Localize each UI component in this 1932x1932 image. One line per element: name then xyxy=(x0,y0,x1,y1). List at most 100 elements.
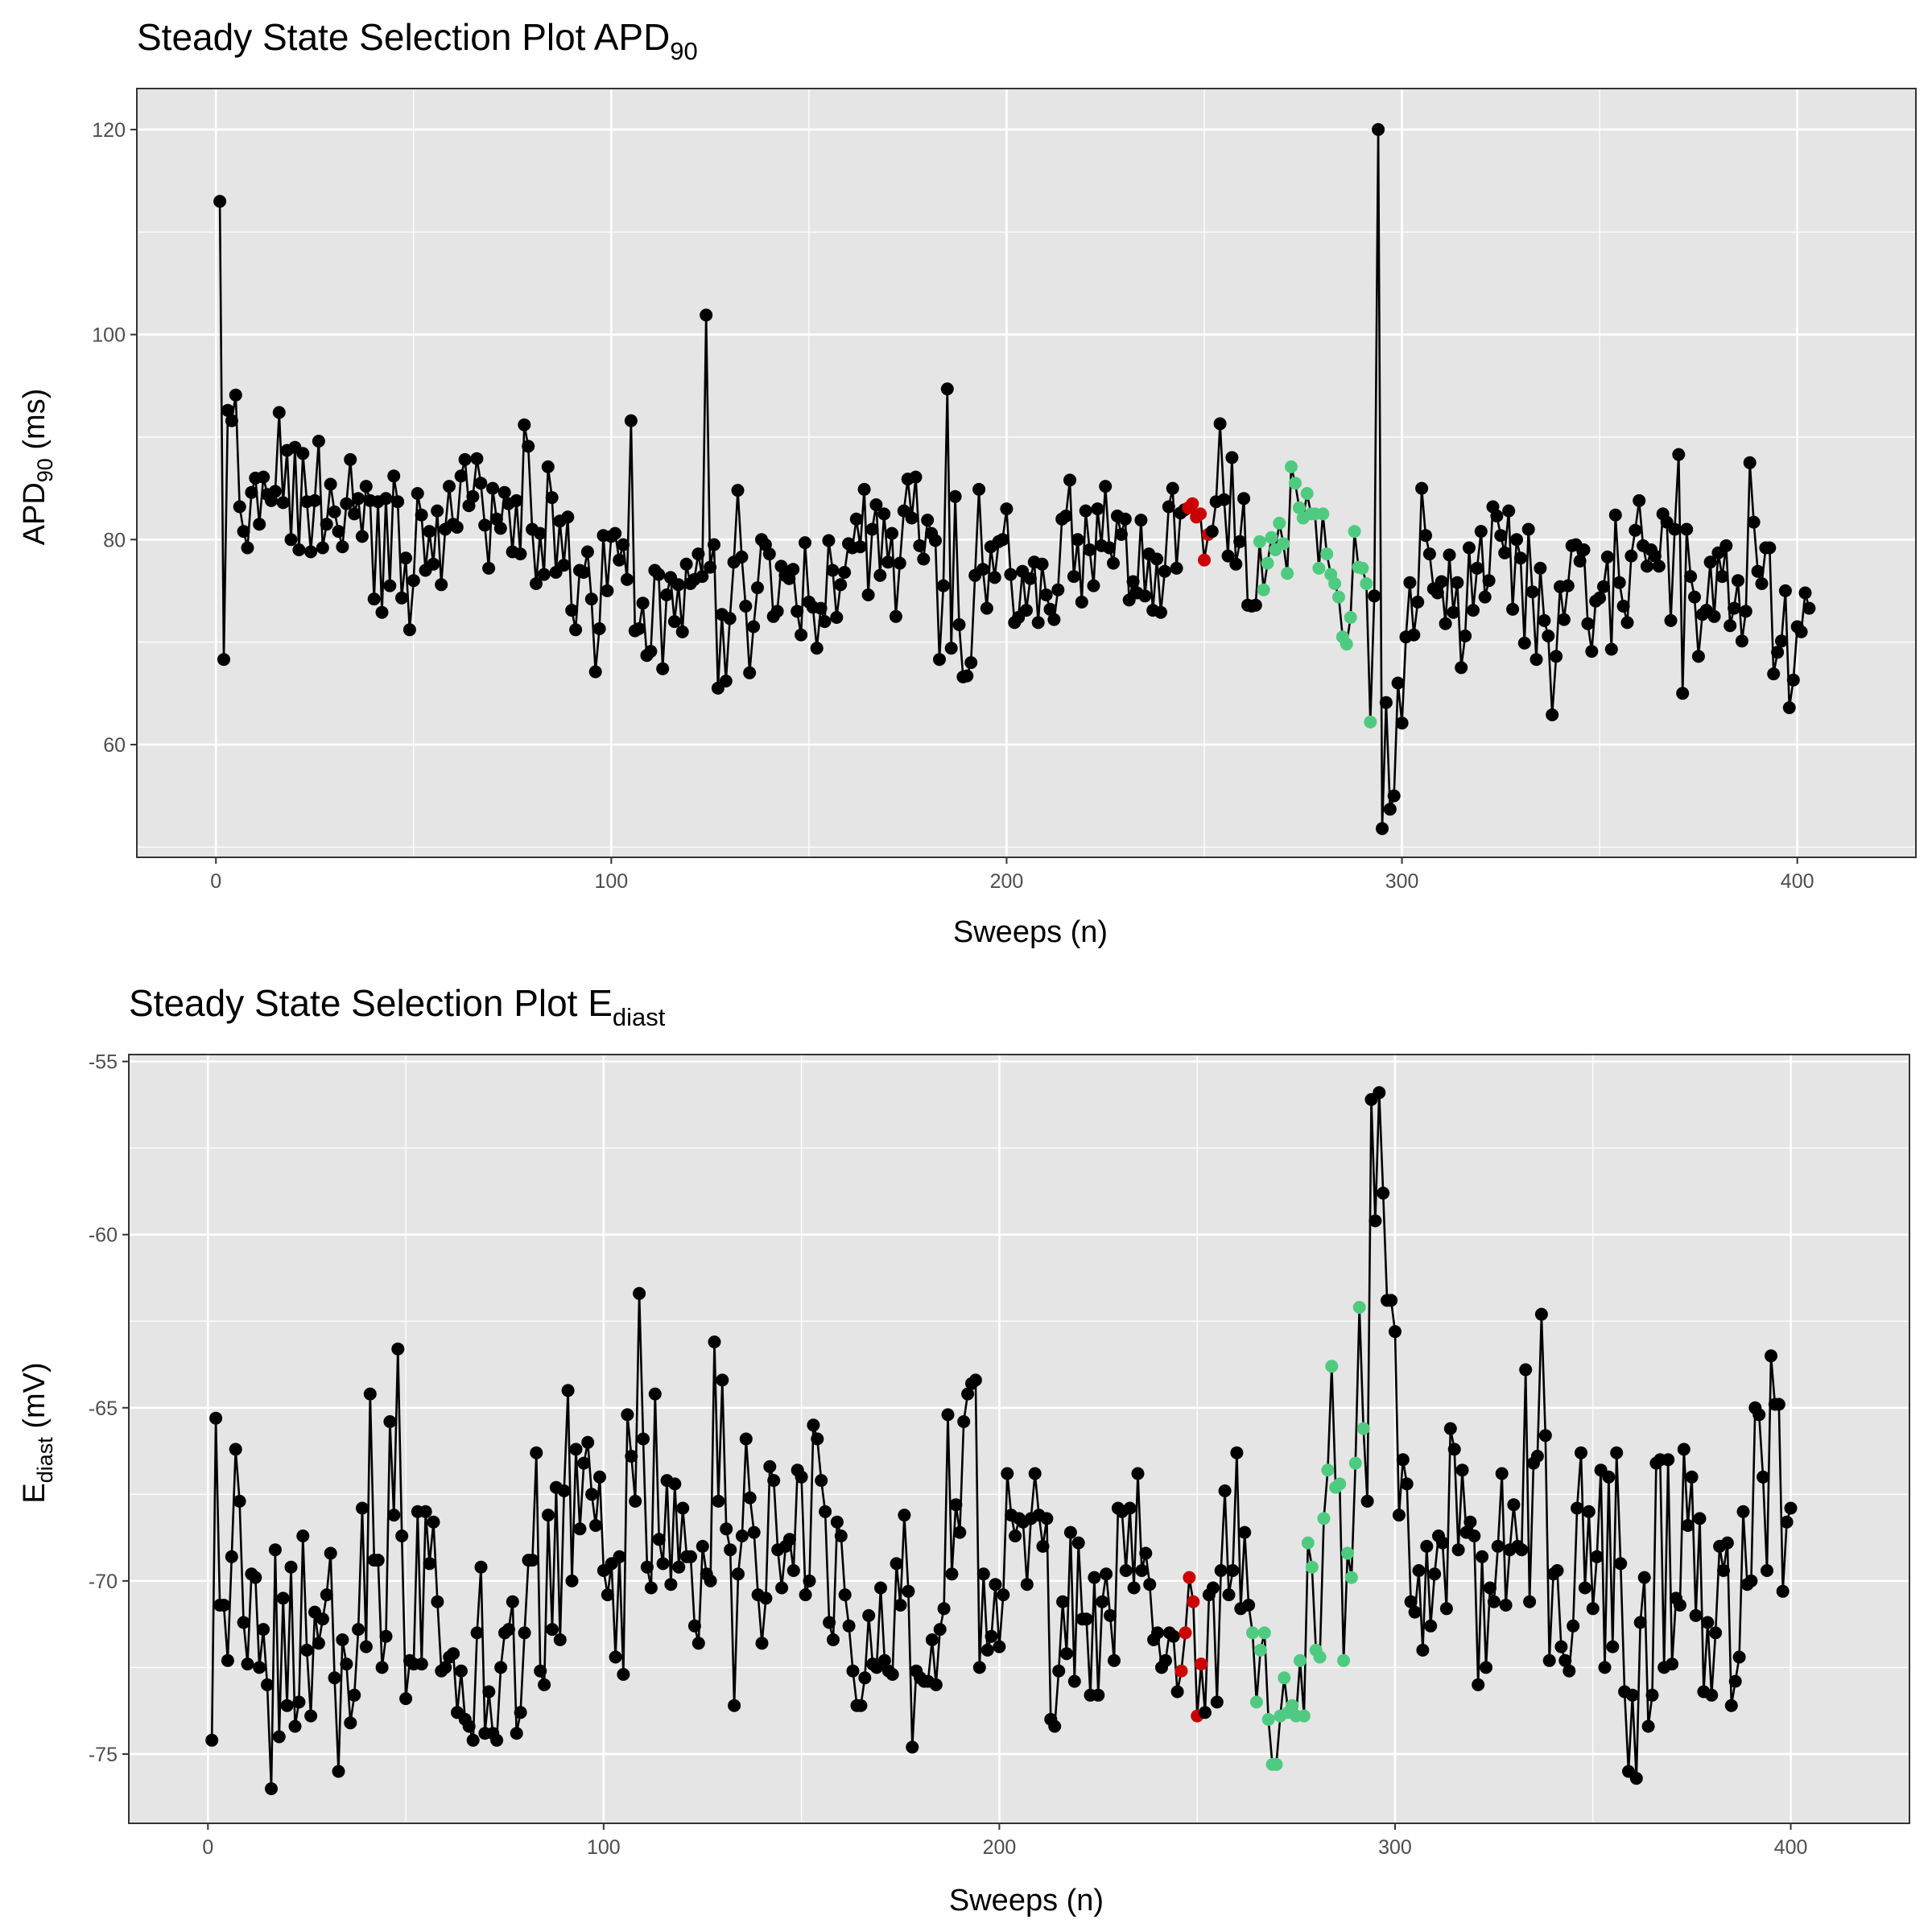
data-point xyxy=(1490,510,1504,522)
y-tick-label: -65 xyxy=(89,1397,118,1420)
data-point xyxy=(352,1623,365,1637)
x-tick-label: 200 xyxy=(990,870,1024,893)
data-point xyxy=(324,1546,337,1560)
data-point xyxy=(1715,570,1729,584)
data-point-green xyxy=(1325,1360,1339,1373)
data-point xyxy=(1608,508,1622,522)
data-point xyxy=(652,568,666,581)
data-point xyxy=(1217,493,1231,506)
data-point xyxy=(861,588,875,601)
data-point xyxy=(1210,1695,1224,1709)
data-point xyxy=(704,1574,717,1587)
data-point xyxy=(490,1733,504,1747)
data-point xyxy=(1134,514,1148,527)
data-point xyxy=(1199,1706,1212,1719)
data-point xyxy=(486,481,499,495)
data-point xyxy=(952,618,966,631)
data-point xyxy=(1633,493,1646,507)
data-point xyxy=(905,511,919,525)
data-point xyxy=(1784,1501,1798,1515)
data-point xyxy=(217,1599,230,1612)
data-point xyxy=(352,492,365,506)
data-point xyxy=(1368,589,1381,603)
data-point xyxy=(877,507,891,521)
data-point xyxy=(1123,1501,1137,1515)
data-point xyxy=(470,1626,484,1640)
data-point xyxy=(1542,630,1555,642)
data-point xyxy=(671,578,685,592)
data-point-green xyxy=(1344,611,1357,624)
data-point xyxy=(423,1557,436,1571)
data-point xyxy=(1138,589,1152,603)
data-point xyxy=(482,561,496,575)
data-point xyxy=(1724,1699,1738,1712)
data-point xyxy=(617,1668,630,1681)
data-point xyxy=(1494,529,1508,543)
data-point xyxy=(237,525,250,539)
x-tick-label: 100 xyxy=(594,870,628,893)
data-point xyxy=(1092,1688,1105,1702)
data-point-green xyxy=(1273,516,1286,530)
data-point xyxy=(1523,1595,1537,1608)
data-point xyxy=(561,1384,575,1397)
data-point xyxy=(624,414,638,427)
data-point xyxy=(518,1626,531,1640)
data-point xyxy=(684,1550,697,1563)
data-point xyxy=(980,1643,994,1657)
data-point xyxy=(1629,523,1642,537)
data-point xyxy=(913,539,927,552)
data-point xyxy=(786,1564,800,1577)
data-point xyxy=(233,500,246,514)
data-point xyxy=(1744,1574,1758,1587)
data-point xyxy=(1558,1653,1572,1667)
data-point xyxy=(960,669,974,683)
data-point xyxy=(268,485,282,498)
data-point xyxy=(296,1530,310,1542)
data-point xyxy=(712,1494,725,1508)
data-point xyxy=(696,1539,709,1553)
data-point xyxy=(636,597,650,610)
data-point xyxy=(391,495,405,509)
x-tick-label: 100 xyxy=(587,1836,621,1859)
data-point xyxy=(731,484,745,497)
data-point xyxy=(1563,1664,1576,1678)
data-point xyxy=(791,605,804,618)
data-point xyxy=(443,480,456,493)
data-point xyxy=(1396,1453,1410,1467)
data-point xyxy=(1107,556,1120,570)
data-point xyxy=(700,308,713,322)
data-point xyxy=(893,556,906,570)
data-point xyxy=(1666,1657,1679,1671)
data-point xyxy=(411,487,424,500)
data-point xyxy=(853,540,867,554)
data-point xyxy=(894,1599,907,1612)
data-point xyxy=(1519,1363,1533,1377)
data-point xyxy=(1214,1564,1228,1577)
data-point xyxy=(1470,561,1484,575)
data-point xyxy=(320,518,333,531)
data-point-green xyxy=(1253,535,1266,548)
data-point xyxy=(751,581,764,595)
data-point xyxy=(886,526,898,540)
data-point xyxy=(1463,1515,1477,1529)
data-point xyxy=(862,1608,876,1622)
data-point xyxy=(1040,1512,1054,1525)
data-point xyxy=(1379,696,1393,709)
data-point xyxy=(1515,1543,1529,1557)
data-point xyxy=(621,572,634,586)
data-point xyxy=(1567,1619,1580,1633)
data-point xyxy=(1765,1349,1777,1363)
data-point xyxy=(1772,1397,1785,1411)
data-point xyxy=(1056,1595,1070,1608)
data-point xyxy=(1416,1643,1430,1657)
data-point-green xyxy=(1297,1709,1311,1723)
data-point-green xyxy=(1261,556,1274,570)
data-point xyxy=(811,1432,824,1446)
x-tick-label: 400 xyxy=(1774,1836,1808,1859)
data-point xyxy=(1597,580,1610,593)
data-point xyxy=(387,1509,401,1522)
data-point xyxy=(1542,1653,1556,1667)
data-point xyxy=(328,1671,341,1685)
data-point xyxy=(691,1637,705,1650)
data-point xyxy=(253,1661,266,1674)
